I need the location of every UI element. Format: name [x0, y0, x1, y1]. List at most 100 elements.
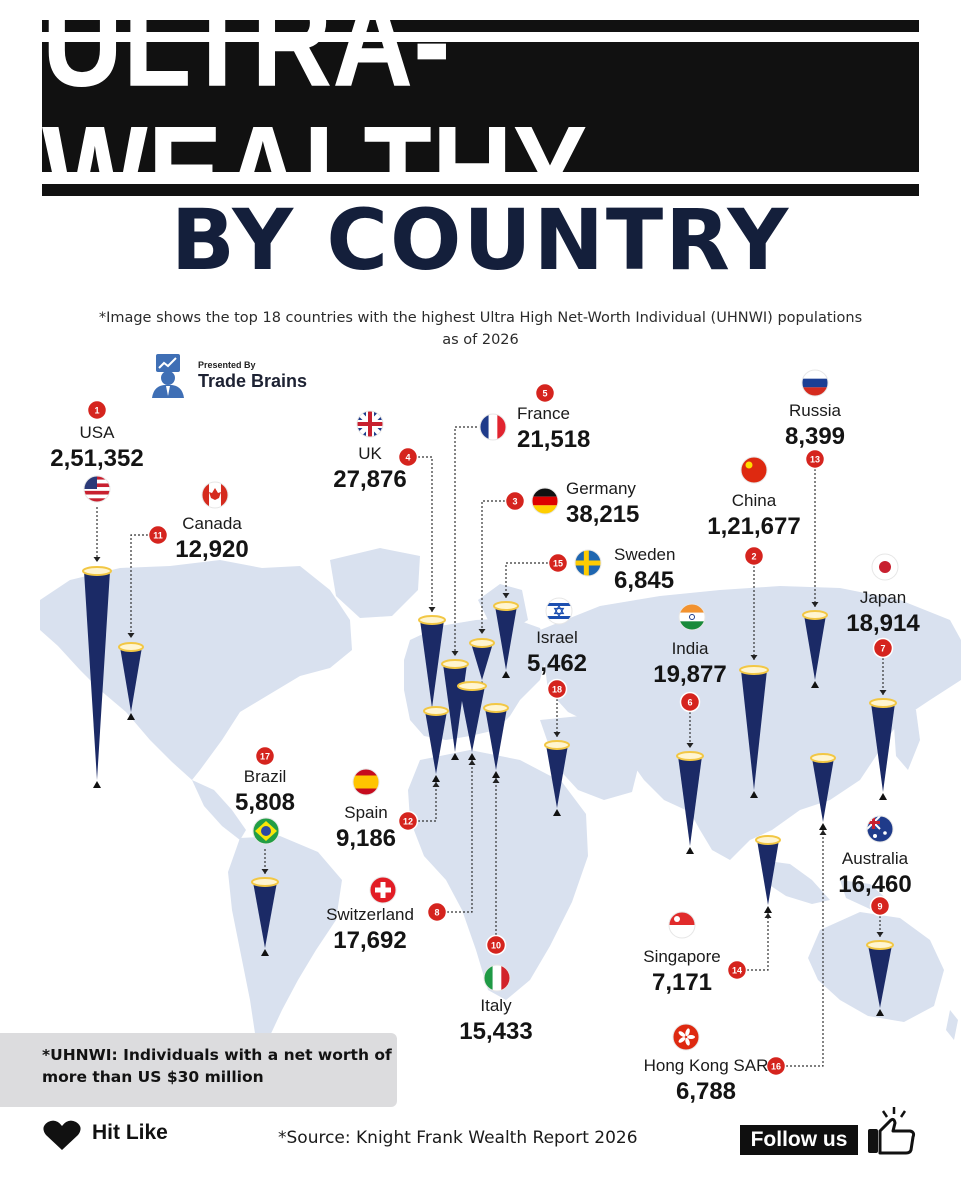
- country-name-canada: Canada: [182, 514, 242, 533]
- cone-sweden: [493, 601, 519, 678]
- country-value-spain: 9,186: [336, 825, 396, 852]
- cone-japan: [869, 698, 897, 800]
- country-value-israel: 5,462: [527, 650, 587, 677]
- cone-usa: [82, 566, 112, 788]
- canada-flag-icon: [201, 481, 229, 509]
- country-name-brazil: Brazil: [244, 767, 287, 786]
- connector-singapore: [747, 913, 769, 971]
- rank-number: 14: [732, 966, 742, 976]
- connector-switzerland: [447, 760, 473, 913]
- rank-badge-germany: 3: [504, 490, 526, 512]
- country-name-china: China: [732, 491, 777, 510]
- connector-hong-kong-sar: [786, 830, 824, 1067]
- title-banner: ULTRA-WEALTHY: [42, 0, 919, 239]
- cone-israel: [544, 740, 570, 816]
- rank-number: 4: [405, 453, 410, 463]
- connector-arrow-australia: [876, 932, 884, 937]
- country-value-uk: 27,876: [333, 466, 406, 493]
- rank-badge-italy: 10: [485, 934, 507, 956]
- rank-badge-sweden: 15: [547, 552, 569, 574]
- cone-italy: [483, 703, 509, 778]
- cone-hong-kong-sar: [810, 753, 836, 830]
- rank-number: 18: [552, 685, 562, 695]
- country-value-usa: 2,51,352: [50, 445, 143, 472]
- presenter-icon: [152, 354, 184, 398]
- thumbs-up-icon: [868, 1107, 916, 1155]
- india-flag-icon: [678, 603, 706, 631]
- connector-arrow-canada: [127, 633, 135, 638]
- switzerland-flag-icon: [369, 876, 397, 904]
- spain-flag-icon: [352, 768, 380, 796]
- hit-like-label: Hit Like: [92, 1121, 168, 1144]
- country-name-switzerland: Switzerland: [326, 905, 414, 924]
- connector-spain: [418, 782, 437, 822]
- country-value-france: 21,518: [517, 426, 590, 453]
- page-title: ULTRA-WEALTHY: [42, 0, 588, 247]
- country-name-singapore: Singapore: [643, 947, 721, 966]
- rank-badge-canada: 11: [147, 524, 169, 546]
- rank-badge-australia: 9: [869, 895, 891, 917]
- title-bottom-rule: [42, 184, 919, 196]
- country-name-spain: Spain: [344, 803, 387, 822]
- connector-arrow-india: [686, 743, 694, 748]
- connector-canada: [130, 534, 148, 638]
- country-name-hong-kong-sar: Hong Kong SAR: [644, 1056, 769, 1075]
- rank-number: 16: [771, 1062, 781, 1072]
- rank-number: 6: [687, 698, 692, 708]
- presented-by-label: Presented By: [198, 360, 256, 370]
- sweden-flag-icon: [574, 549, 602, 577]
- cone-switzerland: [457, 681, 487, 760]
- definition-box: [0, 1033, 397, 1107]
- country-name-israel: Israel: [536, 628, 578, 647]
- australia-flag-icon: [866, 815, 894, 843]
- china-flag-icon: [740, 456, 768, 484]
- rank-badge-usa: 1: [86, 399, 108, 421]
- rank-badge-brazil: 17: [254, 745, 276, 767]
- connector-sweden: [505, 562, 548, 598]
- rank-number: 13: [810, 455, 820, 465]
- cone-russia: [802, 610, 828, 688]
- title-top-rule: [42, 20, 919, 32]
- connector-arrow-japan: [879, 690, 887, 695]
- rank-badge-india: 6: [679, 691, 701, 713]
- connector-arrow-france: [451, 651, 459, 656]
- country-value-italy: 15,433: [459, 1018, 532, 1045]
- connector-arrow-russia: [811, 602, 819, 607]
- country-value-switzerland: 17,692: [333, 927, 406, 954]
- country-value-russia: 8,399: [785, 423, 845, 450]
- connector-arrow-uk: [428, 607, 436, 612]
- france-flag-icon: [479, 413, 507, 441]
- country-value-singapore: 7,171: [652, 969, 712, 996]
- country-name-usa: USA: [80, 423, 116, 442]
- rank-badge-israel: 18: [546, 678, 568, 700]
- country-value-brazil: 5,808: [235, 789, 295, 816]
- connector-arrow-israel: [553, 732, 561, 737]
- country-name-italy: Italy: [480, 996, 512, 1015]
- rank-number: 11: [153, 531, 163, 541]
- connector-arrow-hong-kong-sar: [819, 830, 827, 835]
- source-note: *Source: Knight Frank Wealth Report 2026: [278, 1128, 638, 1148]
- chart-note: *Image shows the top 18 countries with t…: [98, 310, 863, 348]
- rank-number: 9: [877, 902, 882, 912]
- country-value-canada: 12,920: [175, 536, 248, 563]
- brazil-flag-icon: [252, 817, 280, 845]
- us-flag-icon: [83, 475, 111, 503]
- rank-badge-switzerland: 8: [426, 901, 448, 923]
- hong-kong-flag-icon: [672, 1023, 700, 1051]
- country-value-germany: 38,215: [566, 501, 639, 528]
- connector-arrow-italy: [492, 778, 500, 783]
- uk-flag-icon: [356, 410, 384, 438]
- connector-arrow-usa: [93, 557, 101, 562]
- country-value-japan: 18,914: [846, 610, 920, 637]
- rank-number: 3: [512, 497, 517, 507]
- follow-us-button[interactable]: Follow us: [740, 1125, 858, 1155]
- country-value-hong-kong-sar: 6,788: [676, 1078, 736, 1105]
- connector-arrow-sweden: [502, 593, 510, 598]
- germany-flag-icon: [531, 487, 559, 515]
- country-name-india: India: [672, 639, 709, 658]
- country-name-france: France: [517, 404, 570, 423]
- country-value-india: 19,877: [653, 661, 726, 688]
- country-name-australia: Australia: [842, 849, 909, 868]
- country-value-china: 1,21,677: [707, 513, 800, 540]
